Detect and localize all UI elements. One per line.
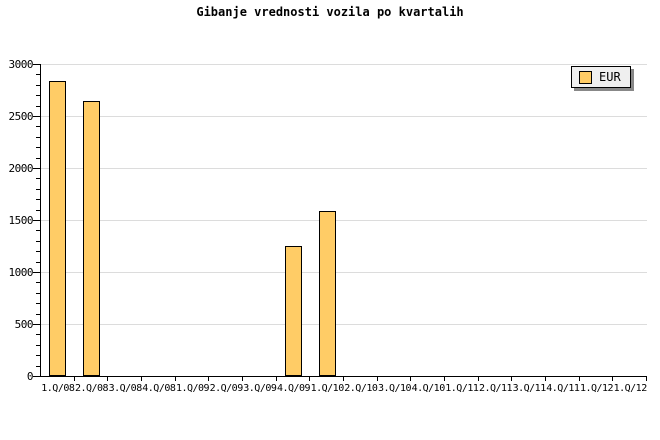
x-axis-tick: [208, 376, 210, 381]
bar-1.Q/08: [49, 81, 67, 376]
y-axis-minor-tick: [36, 136, 40, 138]
x-axis-tick: [141, 376, 142, 381]
legend-swatch-eur: [579, 70, 592, 84]
y-axis-minor-tick: [36, 147, 40, 149]
y-axis-minor-tick: [36, 105, 40, 107]
x-axis-tick: [343, 376, 344, 381]
gridline: [41, 168, 647, 169]
bar-2.Q/08: [83, 101, 100, 376]
x-axis-label: 3.Q/08: [108, 383, 143, 394]
y-axis-major-tick: [33, 324, 40, 325]
gridline: [41, 324, 647, 325]
x-axis-label: 1.Q/12: [579, 383, 614, 394]
x-axis-tick: [410, 376, 412, 381]
y-axis-minor-tick: [36, 282, 40, 284]
y-axis-minor-tick: [36, 365, 40, 367]
y-axis-major-tick: [33, 376, 40, 377]
y-axis-label: 3000: [8, 58, 34, 71]
x-axis-tick: [578, 376, 580, 381]
x-axis-label: 1.Q/12: [613, 383, 648, 394]
y-axis-minor-tick: [36, 240, 40, 242]
y-axis-minor-tick: [36, 251, 40, 253]
x-axis-tick: [444, 376, 445, 381]
x-axis-label: 1.Q/09: [175, 383, 210, 394]
x-axis-label: 2.Q/10: [344, 383, 378, 394]
y-axis-minor-tick: [36, 355, 40, 357]
chart-title: Gibanje vrednosti vozila po kvartalih: [196, 5, 464, 19]
y-axis-label: 2000: [8, 162, 34, 175]
y-axis-major-tick: [33, 220, 40, 221]
x-axis-label: 4.Q/09: [276, 383, 311, 394]
y-axis-minor-tick: [36, 95, 40, 97]
y-axis-minor-tick: [36, 292, 40, 294]
x-axis-tick: [511, 376, 513, 381]
x-axis-tick: [309, 376, 311, 381]
x-axis-tick: [545, 376, 546, 381]
y-axis-minor-tick: [36, 157, 40, 159]
legend-box: EUR: [571, 66, 631, 88]
x-axis-label: 3.Q/09: [243, 383, 277, 394]
x-axis-tick: [477, 376, 479, 381]
y-axis-minor-tick: [36, 209, 40, 211]
x-axis-label: 1.Q/10: [310, 383, 345, 394]
y-axis-minor-tick: [36, 84, 40, 86]
y-axis-minor-tick: [36, 344, 40, 346]
gridline: [41, 272, 647, 273]
x-axis-label: 2.Q/08: [74, 383, 109, 394]
bar-1.Q/10: [318, 211, 336, 376]
y-axis-minor-tick: [36, 303, 40, 305]
y-axis-minor-tick: [36, 74, 40, 76]
gridline: [41, 116, 647, 117]
x-axis-tick: [275, 376, 277, 381]
x-axis-label: 2.Q/09: [209, 383, 244, 394]
x-axis-tick: [107, 376, 109, 381]
x-axis-label: 1.Q/11: [445, 383, 479, 394]
x-axis-label: 4.Q/11: [546, 383, 580, 394]
y-axis-minor-tick: [36, 126, 40, 128]
x-axis-tick: [242, 376, 243, 381]
y-axis-label: 0: [26, 370, 34, 383]
x-axis-label: 4.Q/10: [411, 383, 446, 394]
x-axis-label: 3.Q/10: [377, 383, 412, 394]
x-axis-tick: [376, 376, 378, 381]
y-axis-major-tick: [33, 272, 40, 273]
y-axis-major-tick: [33, 116, 40, 117]
x-axis-tick: [73, 376, 75, 381]
y-axis-minor-tick: [36, 178, 40, 180]
x-axis-tick: [612, 376, 614, 381]
y-axis-minor-tick: [36, 261, 40, 263]
x-axis-label: 1.Q/08: [41, 383, 75, 394]
y-axis-minor-tick: [36, 334, 40, 336]
x-axis-tick: [174, 376, 176, 381]
legend-label: EUR: [599, 70, 621, 84]
y-axis-major-tick: [33, 64, 40, 65]
y-axis-minor-tick: [36, 188, 40, 190]
y-axis-label: 2500: [8, 110, 34, 123]
x-axis-tick: [646, 376, 647, 381]
gridline: [41, 220, 647, 221]
x-axis-label: 4.Q/08: [142, 383, 176, 394]
bar-4.Q/09: [285, 246, 302, 376]
y-axis-label: 1000: [8, 266, 34, 279]
gridline: [41, 64, 647, 65]
plot-area: 1.Q/08 2.Q/08 3.Q/08 4.Q/08 1.Q/09 2.Q/09 3.Q/…: [33, 64, 647, 394]
y-axis-label: 1500: [8, 214, 34, 227]
x-axis-label: 3.Q/11: [512, 383, 547, 394]
y-axis-label: 500: [14, 318, 34, 331]
y-axis-minor-tick: [36, 313, 40, 315]
y-axis-minor-tick: [36, 230, 40, 232]
x-axis-label: 2.Q/11: [478, 383, 513, 394]
y-axis-minor-tick: [36, 199, 40, 201]
y-axis-major-tick: [33, 168, 40, 169]
